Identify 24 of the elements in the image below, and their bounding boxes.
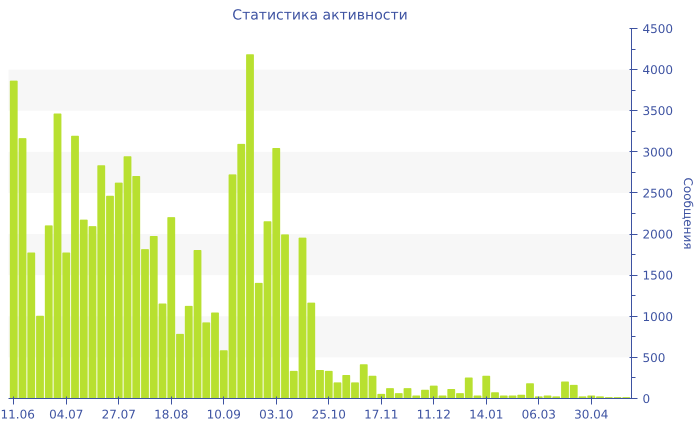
x-tick-label: 25.10	[312, 408, 346, 422]
y-tick-label: 3000	[642, 145, 674, 160]
x-tick-label: 10.09	[206, 408, 241, 422]
x-tick-label: 17.11	[364, 408, 398, 422]
x-tick-label: 27.07	[102, 408, 136, 422]
x-tick-label: 11.06	[0, 408, 35, 422]
y-tick-label: 4500	[642, 22, 674, 36]
x-tick-label: 30.04	[574, 408, 608, 422]
y-tick-label: 4000	[642, 63, 674, 78]
x-tick-label: 03.10	[259, 408, 294, 422]
x-tick-label: 04.07	[49, 408, 84, 422]
x-tick-label: 14.01	[469, 408, 504, 422]
y-axis-title: Сообщения	[681, 177, 696, 250]
y-tick-label: 2500	[642, 186, 674, 200]
y-tick-label: 500	[642, 350, 666, 365]
x-tick-label: 11.12	[416, 408, 451, 422]
y-tick-label: 1500	[642, 268, 674, 283]
x-tick-label: 18.08	[154, 408, 188, 422]
y-tick-label: 3500	[642, 104, 674, 118]
x-tick-label: 06.03	[522, 408, 556, 422]
y-tick-label: 0	[642, 392, 650, 406]
y-tick-label: 1000	[642, 310, 674, 324]
chart-title: Статистика активности	[232, 8, 408, 24]
y-tick-label: 2000	[642, 228, 674, 242]
